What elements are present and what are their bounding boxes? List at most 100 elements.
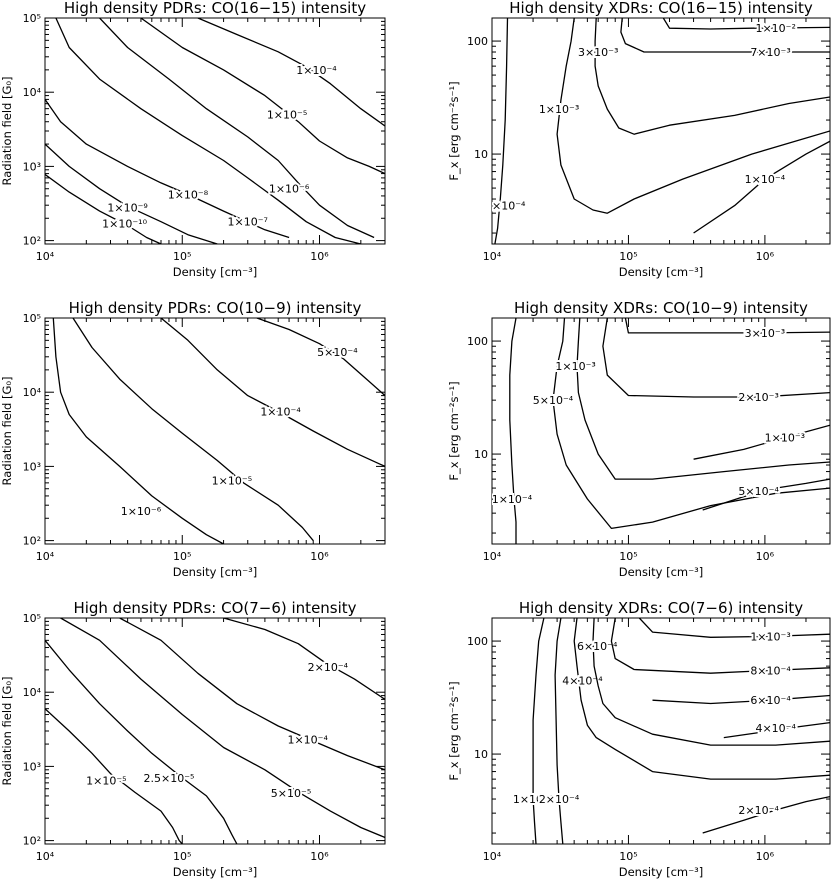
contour-label: 6×10⁻⁴ <box>750 694 791 707</box>
contour-label: 1×10⁻⁴ <box>296 64 337 77</box>
contour-label: 1×10⁻⁶ <box>121 505 162 518</box>
contour-line <box>45 143 218 244</box>
y-tick-label: 10² <box>23 835 41 848</box>
contour-line <box>652 694 830 705</box>
contour-group: 1×10⁻⁴ 1×10⁻³ 3×10⁻³ 1×10⁻⁴ 7×10⁻³ 1×10⁻² <box>485 18 830 244</box>
y-tick-label: 100 <box>467 35 488 48</box>
contour-label: 1×10⁻⁵ <box>267 109 307 122</box>
contour-label: 4×10⁻⁴ <box>755 722 796 735</box>
contour-line <box>693 424 830 460</box>
contour-label: 5×10⁻⁴ <box>533 394 574 407</box>
contour-label: 1×10⁻³ <box>555 360 595 373</box>
y-tick-label: 10³ <box>23 160 41 173</box>
y-axis-label: Radiation field [G₀] <box>0 377 14 486</box>
contour-line <box>552 318 830 530</box>
contour-line <box>638 618 830 638</box>
x-tick-label: 10⁶ <box>756 850 775 863</box>
contour-group: 1×10⁻⁴ 5×10⁻⁴ 1×10⁻³ 5×10⁻⁴ 1×10⁻³ 2×10⁻³ 3×10… <box>492 318 830 544</box>
chart-title: High density PDRs: CO(16−15) intensity <box>64 0 366 17</box>
chart-title: High density PDRs: CO(10−9) intensity <box>69 299 362 317</box>
y-axis-label: F_x [erg cm⁻²s⁻¹] <box>447 681 461 780</box>
chart-panel-6: 10⁴ 10⁵ 10⁶ 10 100 High density XDRs: CO(7−6)… <box>447 599 831 879</box>
chart-panel-3: 10⁴ 10⁵ 10⁶ 10² 10³ 10⁴ 10⁵ High density PDRs: … <box>0 299 386 579</box>
contour-label: 2×10⁻³ <box>738 391 778 404</box>
y-axis-label: Radiation field [G₀] <box>0 677 14 786</box>
contour-line <box>602 318 830 398</box>
contour-label: 1×10⁻⁸ <box>168 188 209 201</box>
x-tick-label: 10⁵ <box>173 550 191 563</box>
x-tick-label: 10⁴ <box>36 850 55 863</box>
x-tick-label: 10⁴ <box>483 550 502 563</box>
x-tick-label: 10⁵ <box>619 250 637 263</box>
contour-line <box>624 318 830 334</box>
contour-label: 8×10⁻⁴ <box>750 664 791 677</box>
contour-line <box>573 618 830 780</box>
y-tick-label: 10⁴ <box>23 86 42 99</box>
contour-line <box>594 18 830 135</box>
y-tick-label: 10⁵ <box>23 12 41 25</box>
contour-line <box>223 618 385 700</box>
contour-line <box>45 99 290 239</box>
contour-line <box>119 618 385 771</box>
x-tick-label: 10⁶ <box>310 250 329 263</box>
contour-line <box>509 318 517 544</box>
contour-label: 1×10⁻⁶ <box>269 183 310 196</box>
contour-label: 2.5×10⁻⁵ <box>143 772 194 785</box>
chart-panel-5: 10⁴ 10⁵ 10⁶ 10² 10³ 10⁴ 10⁵ High density PDRs: … <box>0 599 386 879</box>
contour-label: 2×10⁻⁴ <box>308 661 349 674</box>
contour-line <box>140 18 385 175</box>
x-tick-label: 10⁵ <box>619 550 637 563</box>
y-tick-label: 10⁵ <box>23 612 41 625</box>
x-tick-label: 10⁵ <box>619 850 637 863</box>
contour-group: 1×10⁻¹⁰ 1×10⁻⁹ 1×10⁻⁸ 1×10⁻⁷ 1×10⁻⁶ 1×10⁻⁵ 1×1… <box>45 18 385 244</box>
plot-frame <box>44 17 386 245</box>
contour-line <box>693 140 830 234</box>
contour-line <box>576 318 830 480</box>
y-tick-label: 10 <box>474 748 488 761</box>
contour-label: 6×10⁻⁴ <box>577 640 618 653</box>
chart-title: High density XDRs: CO(7−6) intensity <box>519 599 803 617</box>
contour-label: 1×10⁻⁴ <box>745 173 786 186</box>
contour-label: 1×10⁻⁵ <box>212 474 252 487</box>
y-axis-label: F_x [erg cm⁻²s⁻¹] <box>447 381 461 480</box>
y-tick-label: 10 <box>474 148 488 161</box>
y-tick-label: 10² <box>23 535 41 548</box>
x-axis-label: Density [cm⁻³] <box>173 565 258 579</box>
contour-label: 1×10⁻⁴ <box>485 200 526 213</box>
contour-line <box>45 173 162 244</box>
y-tick-label: 10³ <box>23 760 41 773</box>
contour-line <box>60 618 385 839</box>
y-tick-label: 100 <box>467 335 488 348</box>
x-tick-label: 10⁴ <box>36 250 55 263</box>
contour-line <box>99 18 375 239</box>
y-axis-label: Radiation field [G₀] <box>0 77 14 186</box>
contour-label: 2×10⁻⁴ <box>539 793 580 806</box>
contour-label: 1×10⁻⁹ <box>107 201 147 214</box>
contour-group: 1×10⁻⁶ 1×10⁻⁵ 1×10⁻⁴ 5×10⁻⁴ <box>52 318 385 544</box>
x-tick-label: 10⁴ <box>483 250 502 263</box>
contour-label: 4×10⁻⁴ <box>562 674 603 687</box>
contour-label: 5×10⁻⁴ <box>317 346 358 359</box>
x-tick-label: 10⁶ <box>756 250 775 263</box>
chart-panel-1: 10⁴ 10⁵ 10⁶ 10² 10³ 10⁴ 10⁵ High density PDRs: … <box>0 0 386 279</box>
contour-line <box>532 618 545 844</box>
contour-label: 5×10⁻⁵ <box>271 787 311 800</box>
contour-line <box>160 318 385 467</box>
contour-label: 1×10⁻³ <box>765 432 805 445</box>
y-tick-label: 10³ <box>23 460 41 473</box>
plot-frame <box>44 617 386 845</box>
y-tick-label: 100 <box>467 635 488 648</box>
contour-line <box>723 721 830 739</box>
contour-line <box>197 18 385 127</box>
contour-label: 1×10⁻⁴ <box>492 493 533 506</box>
y-tick-label: 10⁵ <box>23 312 41 325</box>
contour-label: 7×10⁻³ <box>750 46 790 59</box>
contour-label: 3×10⁻³ <box>578 46 618 59</box>
contour-label: 1×10⁻³ <box>750 630 790 643</box>
x-axis-label: Density [cm⁻³] <box>173 865 258 879</box>
contour-line <box>494 18 509 244</box>
contour-label: 1×10⁻⁴ <box>260 405 301 418</box>
contour-label: 1×10⁻⁵ <box>86 774 126 787</box>
plot-frame <box>491 617 831 845</box>
x-tick-label: 10⁶ <box>756 550 775 563</box>
